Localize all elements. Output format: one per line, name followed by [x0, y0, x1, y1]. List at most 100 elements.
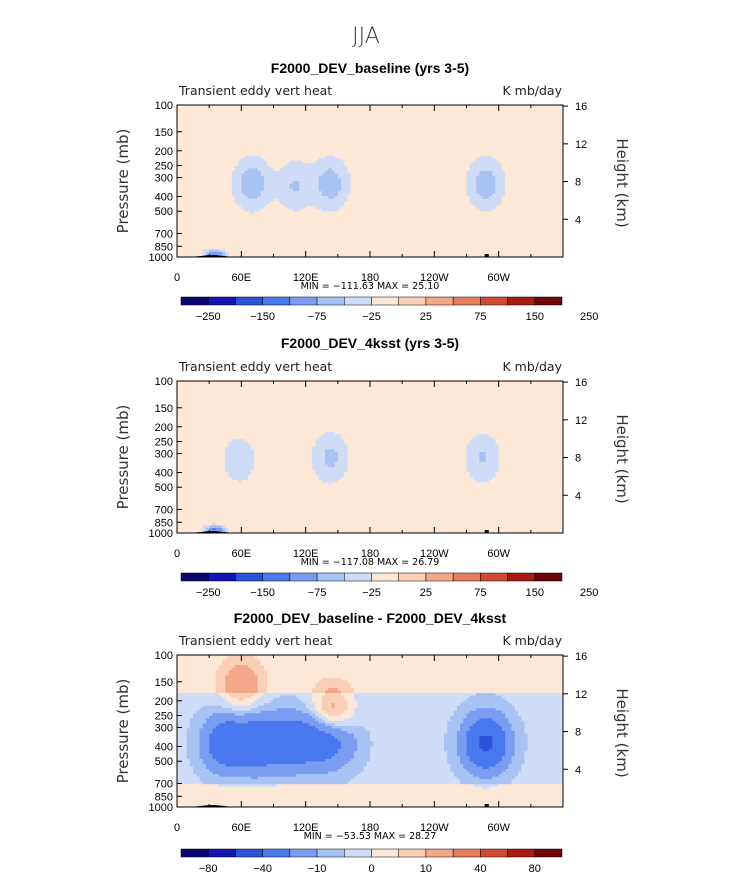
- colorbar-segment: [507, 848, 536, 858]
- x-tick-label: 60E: [232, 548, 252, 560]
- colorbar-segment: [425, 848, 454, 858]
- contour-field: [177, 381, 563, 533]
- y-axis-label: Pressure (mb): [114, 405, 132, 510]
- y-right-tick-label: 8: [575, 453, 581, 465]
- colorbar-segment: [262, 572, 291, 582]
- colorbar-label: 150: [526, 587, 544, 599]
- y-axis-label: Pressure (mb): [114, 129, 132, 234]
- colorbar-label: −25: [362, 311, 381, 323]
- colorbar-segment: [371, 296, 399, 306]
- y-right-tick-label: 4: [575, 214, 581, 226]
- y-tick-label: 300: [155, 173, 173, 185]
- min-max-stats: MIN = −111.63 MAX = 25.10: [301, 281, 440, 292]
- y-tick-label: 100: [155, 376, 173, 388]
- y-right-tick-label: 8: [575, 727, 581, 739]
- panel-right-label: K mb/day: [503, 359, 563, 374]
- colorbar-segment: [289, 296, 318, 306]
- colorbar-label: 25: [420, 587, 432, 599]
- y-axis-label-right: Height (km): [613, 414, 631, 503]
- colorbar-label: −150: [250, 311, 275, 323]
- y-tick-label: 300: [155, 723, 173, 735]
- y-tick-label: 150: [155, 403, 173, 415]
- y-tick-label: 850: [155, 241, 173, 253]
- y-tick-label: 400: [155, 742, 173, 754]
- y-axis-label-right: Height (km): [613, 688, 631, 777]
- colorbar-label: 150: [526, 311, 544, 323]
- y-tick-label: 500: [155, 482, 173, 494]
- y-right-tick-label: 8: [575, 177, 581, 189]
- colorbar-segment: [452, 296, 481, 306]
- y-tick-label: 1000: [149, 528, 173, 540]
- topography: [484, 254, 489, 257]
- colorbar-segment: [480, 572, 508, 582]
- y-tick-label: 200: [155, 146, 173, 158]
- colorbar-label: 10: [420, 863, 432, 872]
- colorbar-segment: [207, 296, 236, 306]
- colorbar-segment: [207, 848, 236, 858]
- colorbar-label: 75: [474, 587, 486, 599]
- y-tick-label: 100: [155, 650, 173, 662]
- y-right-tick-label: 12: [575, 689, 587, 701]
- colorbar-segment: [235, 848, 263, 858]
- x-tick-label: 0: [174, 822, 180, 834]
- y-tick-label: 250: [155, 710, 173, 722]
- colorbar-segment: [371, 848, 399, 858]
- colorbar-segment: [425, 296, 454, 306]
- colorbar-segment: [180, 572, 209, 582]
- y-right-tick-label: 16: [575, 651, 587, 663]
- y-tick-label: 400: [155, 468, 173, 480]
- panel-right-label: K mb/day: [503, 83, 563, 98]
- colorbar-segment: [480, 848, 508, 858]
- panel-left-label: Transient eddy vert heat: [178, 633, 332, 648]
- x-tick-label: 60E: [232, 272, 252, 284]
- x-tick-label: 60W: [487, 548, 510, 560]
- y-tick-label: 500: [155, 756, 173, 768]
- colorbar-segment: [425, 572, 454, 582]
- colorbar-segment: [398, 572, 427, 582]
- x-tick-label: 0: [174, 548, 180, 560]
- x-tick-label: 60W: [487, 272, 510, 284]
- colorbar-segment: [207, 572, 236, 582]
- colorbar-label: −250: [196, 587, 221, 599]
- y-tick-label: 250: [155, 160, 173, 172]
- colorbar-segment: [262, 848, 291, 858]
- figure-title: JJA: [352, 24, 380, 49]
- colorbar-label: 250: [580, 587, 598, 599]
- y-tick-label: 250: [155, 436, 173, 448]
- x-tick-label: 120E: [293, 272, 319, 284]
- colorbar-segment: [344, 848, 372, 858]
- y-tick-label: 700: [155, 778, 173, 790]
- colorbar-segment: [180, 296, 209, 306]
- panel-left-label: Transient eddy vert heat: [178, 83, 332, 98]
- y-tick-label: 150: [155, 677, 173, 689]
- colorbar-segment: [235, 296, 263, 306]
- y-axis-label-right: Height (km): [613, 138, 631, 227]
- y-tick-label: 200: [155, 422, 173, 434]
- y-tick-label: 300: [155, 449, 173, 461]
- y-tick-label: 1000: [149, 802, 173, 814]
- colorbar-label: −75: [308, 311, 327, 323]
- min-max-stats: MIN = −53.53 MAX = 28.27: [304, 831, 437, 842]
- colorbar-segment: [452, 848, 481, 858]
- colorbar-segment: [289, 848, 318, 858]
- colorbar-segment: [344, 572, 372, 582]
- colorbar-label: −250: [196, 311, 221, 323]
- y-right-tick-label: 16: [575, 101, 587, 113]
- x-tick-label: 180: [361, 822, 379, 834]
- x-tick-label: 180: [361, 272, 379, 284]
- colorbar-segment: [316, 572, 345, 582]
- colorbar-segment: [534, 296, 563, 306]
- x-tick-label: 0: [174, 272, 180, 284]
- y-right-tick-label: 4: [575, 764, 581, 776]
- colorbar-label: −75: [308, 587, 327, 599]
- topography: [484, 530, 489, 533]
- colorbar-label: 80: [529, 863, 541, 872]
- panel-title: F2000_DEV_4ksst (yrs 3-5): [281, 335, 459, 351]
- topography: [484, 804, 489, 807]
- x-tick-label: 60W: [487, 822, 510, 834]
- min-max-stats: MIN = −117.08 MAX = 26.79: [301, 557, 440, 568]
- y-tick-label: 1000: [149, 252, 173, 264]
- colorbar-segment: [235, 572, 263, 582]
- y-tick-label: 700: [155, 504, 173, 516]
- contour-field: [177, 655, 563, 807]
